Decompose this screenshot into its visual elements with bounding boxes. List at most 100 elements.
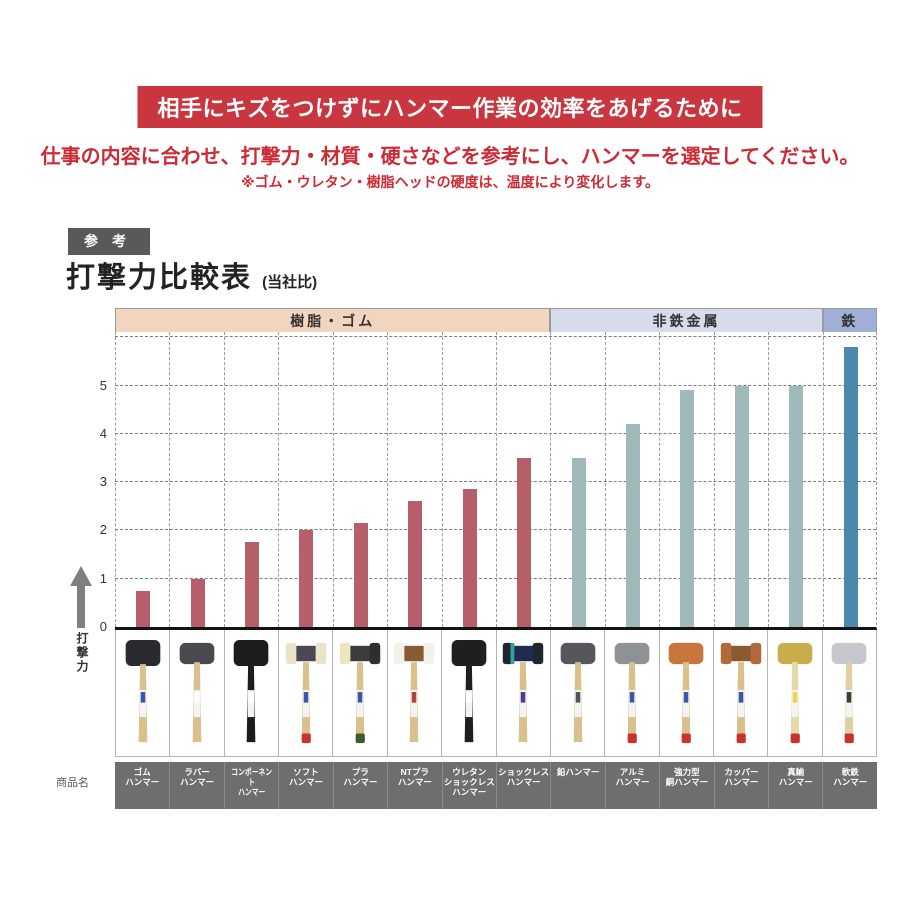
chart-bar: [462, 489, 477, 627]
chart-bar: [843, 346, 858, 627]
product-photo-cell: [549, 630, 605, 756]
gridline-horizontal: [115, 384, 876, 386]
y-tick-label: 3: [99, 474, 107, 490]
y-tick-label: 4: [99, 425, 107, 441]
chart-bar: [680, 390, 695, 627]
product-photo-cell: [767, 630, 822, 756]
product-name-cell: 軟鉄 ハンマー: [822, 762, 877, 809]
up-arrow-icon: [70, 566, 92, 628]
hammer-icon: [560, 642, 595, 743]
grid-column: [115, 332, 170, 627]
product-name-cell: コンポーネント ハンマー: [223, 762, 279, 809]
y-tick-label: 2: [99, 522, 107, 538]
group-header-band: 非鉄金属: [550, 308, 823, 332]
y-tick-label: 0: [99, 619, 107, 634]
product-name-cell: NTプラ ハンマー: [387, 762, 442, 809]
lead-text: 仕事の内容に合わせ、打撃力・材質・硬さなどを参考にし、ハンマーを選定してください…: [40, 146, 860, 168]
product-photo-cell: [712, 630, 768, 756]
product-name-row: ゴム ハンマー ラバー ハンマー コンポーネント ハンマー ソフト ハンマー プラ ハン…: [115, 762, 877, 809]
grid-column: [822, 332, 878, 627]
hammer-icon: [285, 642, 326, 744]
hammer-icon: [451, 640, 487, 743]
y-tick-label: 5: [99, 377, 107, 393]
grid-column: [387, 332, 442, 627]
product-photo-cell: [821, 630, 877, 756]
hammer-icon: [339, 642, 381, 744]
chart-bar: [734, 385, 749, 627]
product-name-cell: ソフト ハンマー: [278, 762, 333, 809]
hammer-icon: [502, 642, 544, 743]
hammer-icon: [668, 642, 704, 744]
product-name-cell: 鉛ハンマー: [550, 762, 605, 809]
grid-column: [441, 332, 497, 627]
chart-bar: [136, 590, 151, 627]
plot-area: 0 1 2 3 4 5: [100, 332, 878, 633]
product-name-cell: ラバー ハンマー: [169, 762, 224, 809]
product-name-cell: ショックレス ハンマー: [495, 762, 551, 809]
grid-column: [604, 332, 660, 627]
product-row-label: 商品名: [56, 777, 89, 789]
top-banner: 相手にキズをつけずにハンマー作業の効率をあげるために: [137, 86, 763, 128]
grid-column: [278, 332, 333, 627]
chart-bar: [571, 457, 586, 627]
chart-bar: [299, 530, 314, 627]
product-photo-cell: [332, 630, 387, 756]
product-photo-cell: [495, 630, 550, 756]
gridline-horizontal: [115, 529, 876, 531]
grid-column: [768, 332, 823, 627]
reference-badge: 参考: [68, 228, 150, 255]
chart-bar: [789, 385, 804, 627]
group-header-band: 樹脂・ゴム: [115, 308, 551, 332]
chart-bar: [517, 457, 532, 627]
y-tick-label: 1: [99, 570, 107, 586]
hammer-icon: [777, 642, 813, 744]
page-title: 打撃力比較表 (当社比): [66, 254, 317, 296]
product-name-cell: 強力型 銅ハンマー: [659, 762, 714, 809]
hammer-icon: [125, 640, 161, 743]
hammer-icon: [179, 642, 215, 743]
product-photo-row: [115, 630, 877, 757]
grid-column: [550, 332, 605, 627]
product-photo-cell: [223, 630, 279, 756]
product-name-cell: 真鍮 ハンマー: [768, 762, 823, 809]
grid-column: [496, 332, 551, 627]
product-name-cell: ゴム ハンマー: [115, 762, 170, 809]
chart-bar: [626, 424, 641, 627]
product-photo-cell: [115, 630, 170, 756]
gridline-horizontal: [115, 577, 876, 579]
grid-column: [713, 332, 769, 627]
product-photo-cell: [604, 630, 659, 756]
note-text: ※ゴム・ウレタン・樹脂ヘッドの硬度は、温度により変化します。: [241, 174, 659, 190]
grid-column: [223, 332, 279, 627]
product-name-cell: プラ ハンマー: [332, 762, 388, 809]
chart-bar: [190, 578, 205, 627]
hammer-icon: [394, 642, 435, 743]
product-photo-cell: [441, 630, 496, 756]
hammer-icon: [832, 642, 867, 744]
chart-bar: [353, 523, 368, 627]
product-name-cell: カッパー ハンマー: [713, 762, 769, 809]
chart-bar: [245, 542, 260, 627]
product-photo-cell: [386, 630, 442, 756]
group-header-row: 樹脂・ゴム 非鉄金属鉄: [115, 308, 877, 332]
page-title-suffix: (当社比): [262, 274, 318, 291]
gridline-horizontal: [115, 336, 876, 338]
chart-bar: [408, 501, 423, 627]
product-photo-cell: [169, 630, 224, 756]
product-photo-cell: [278, 630, 333, 756]
gridline-horizontal: [115, 481, 876, 483]
grid-column: [169, 332, 224, 627]
page-title-text: 打撃力比較表: [66, 262, 253, 294]
group-header-band: 鉄: [822, 308, 877, 332]
gridline-horizontal: [115, 432, 876, 434]
y-axis-label: 打撃力: [75, 632, 89, 674]
product-name-cell: ウレタン ショックレス ハンマー: [441, 762, 496, 809]
product-name-cell: アルミ ハンマー: [604, 762, 660, 809]
impact-comparison-chart: 樹脂・ゴム 非鉄金属鉄 0 1 2 3 4 5 ゴム ハンマー ラバー ハンマー コンポーネント…: [100, 308, 878, 809]
hammer-icon: [720, 642, 761, 744]
hammer-icon: [234, 640, 269, 743]
grid-column: [659, 332, 714, 627]
grid-column: [332, 332, 388, 627]
hammer-icon: [614, 642, 650, 744]
